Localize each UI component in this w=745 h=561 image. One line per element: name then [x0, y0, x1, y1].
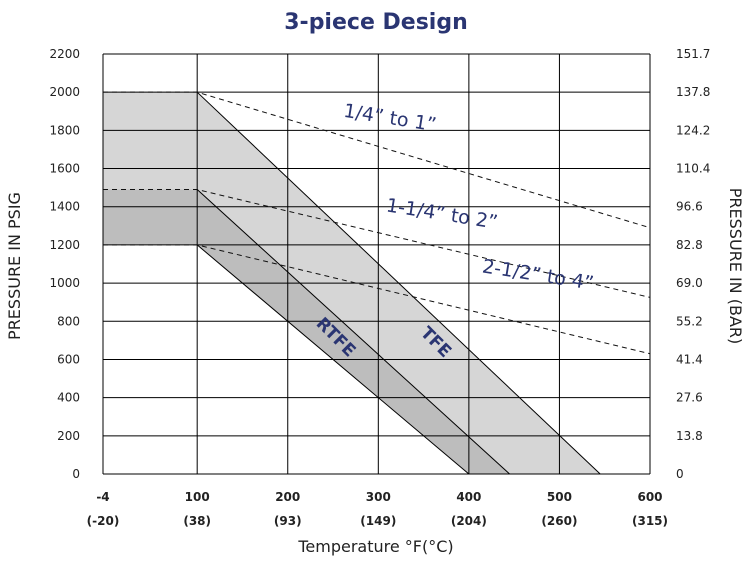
boundary-line	[196, 91, 601, 475]
y-tick-label: 0	[72, 467, 80, 481]
y-tick-label: 1800	[49, 123, 80, 137]
y-tick-label: 2000	[49, 85, 80, 99]
boundary-line	[196, 189, 510, 475]
size-line	[103, 244, 651, 355]
x-tick-sublabel: (-20)	[87, 514, 120, 528]
x-tick-label: 100	[185, 490, 210, 504]
y-tick-label: 1000	[49, 276, 80, 290]
y-tick-label-right: 55.2	[676, 314, 703, 328]
y-tick-label-right: 96.6	[676, 200, 703, 214]
y-tick-label: 2200	[49, 47, 80, 61]
x-tick-label: -4	[96, 490, 109, 504]
x-tick-label: 300	[366, 490, 391, 504]
y-tick-label: 600	[57, 352, 80, 366]
y-axis-label-right: PRESSURE IN (BAR)	[726, 188, 745, 345]
y-tick-label-right: 110.4	[676, 162, 710, 176]
y-tick-label-right: 151.7	[676, 47, 710, 61]
y-tick-label: 1200	[49, 238, 80, 252]
y-tick-label-right: 137.8	[676, 85, 710, 99]
x-axis-label: Temperature °F(°C)	[297, 537, 453, 556]
size-label-3: 2-1/2” to 4”	[481, 255, 596, 294]
lines-layer	[103, 91, 651, 475]
size-line	[103, 91, 651, 229]
y-axis-label-left: PRESSURE IN PSIG	[5, 192, 24, 340]
x-tick-label: 400	[456, 490, 481, 504]
y-tick-label: 1600	[49, 162, 80, 176]
y-tick-label: 200	[57, 429, 80, 443]
y-tick-label: 400	[57, 391, 80, 405]
size-line	[103, 189, 651, 298]
x-tick-sublabel: (315)	[632, 514, 668, 528]
x-tick-label: 500	[547, 490, 572, 504]
y-tick-label-right: 13.8	[676, 429, 703, 443]
x-tick-sublabel: (38)	[183, 514, 211, 528]
x-tick-sublabel: (204)	[451, 514, 487, 528]
boundary-line	[196, 244, 470, 475]
y-tick-label-right: 0	[676, 467, 684, 481]
x-tick-sublabel: (260)	[541, 514, 577, 528]
chart-title: 3-piece Design	[284, 10, 468, 35]
y-tick-label-right: 82.8	[676, 238, 703, 252]
y-tick-label-right: 41.4	[676, 352, 703, 366]
x-tick-sublabel: (93)	[274, 514, 302, 528]
y-tick-label-right: 27.6	[676, 391, 703, 405]
y-tick-label-right: 69.0	[676, 276, 703, 290]
x-tick-label: 600	[637, 490, 662, 504]
ticks-layer: 0 0 200 13.8 400 27.6 600 41.4 800 55.2 1000 69.0 12…	[49, 47, 710, 528]
x-tick-label: 200	[275, 490, 300, 504]
x-tick-sublabel: (149)	[360, 514, 396, 528]
size-label-2: 1-1/4” to 2”	[385, 194, 500, 233]
y-tick-label: 800	[57, 314, 80, 328]
y-tick-label: 1400	[49, 200, 80, 214]
y-tick-label-right: 124.2	[676, 123, 710, 137]
